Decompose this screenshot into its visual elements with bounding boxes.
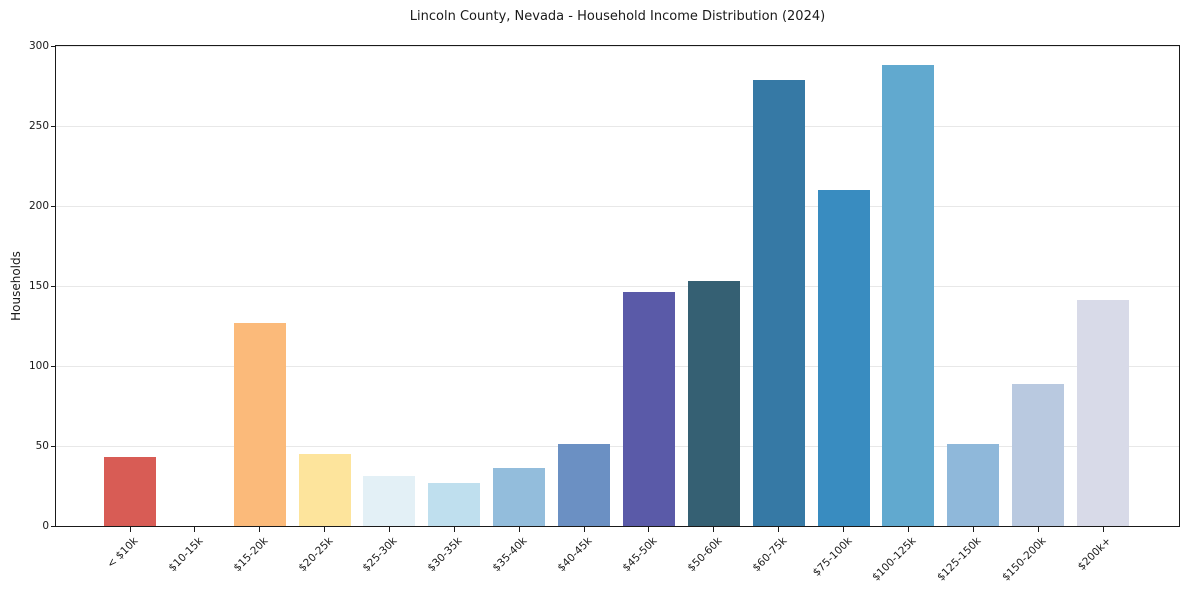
gridline-150: [56, 285, 1179, 287]
y-tick-label-300: 300: [28, 39, 49, 52]
chart-title: Lincoln County, Nevada - Household Incom…: [409, 9, 826, 24]
gridline-250: [56, 125, 1179, 127]
bar-50-60k: [687, 281, 740, 526]
y-tick-label-100: 100: [28, 359, 49, 372]
bar-60-75k: [752, 79, 805, 526]
bar-100-125k: [882, 65, 935, 526]
bar-40-45k: [558, 444, 611, 526]
x-tick-13: [972, 527, 974, 532]
x-tick-14: [1037, 527, 1039, 532]
x-tick-7: [583, 527, 585, 532]
x-tick-0: [129, 527, 131, 532]
bar-150-200k: [1012, 383, 1065, 526]
y-tick-150: [51, 285, 56, 287]
bar-30-35k: [428, 482, 481, 526]
x-tick-4: [388, 527, 390, 532]
bar-25-30k: [363, 476, 416, 526]
plot-area: 0 50 100 150 200 250 300 < $10k $10-15k $15-20k $2…: [29, 40, 1180, 584]
x-tick-11: [843, 527, 845, 532]
gridline-200: [56, 205, 1179, 207]
bar-35-40k: [493, 468, 546, 526]
x-tick-10: [778, 527, 780, 532]
x-tick-2: [259, 527, 261, 532]
y-tick-label-0: 0: [42, 519, 49, 532]
y-tick-label-200: 200: [28, 199, 49, 212]
x-tick-6: [518, 527, 520, 532]
x-tick-5: [453, 527, 455, 532]
y-tick-300: [51, 45, 56, 47]
bar-125-150k: [947, 444, 1000, 526]
y-tick-label-150: 150: [28, 279, 49, 292]
y-tick-100: [51, 365, 56, 367]
y-tick-200: [51, 205, 56, 207]
bar-75-100k: [817, 190, 870, 526]
x-tick-9: [713, 527, 715, 532]
x-tick-15: [1102, 527, 1104, 532]
bar-20-25k: [298, 454, 351, 526]
gridline-100: [56, 365, 1179, 367]
bar-45-50k: [622, 292, 675, 526]
y-tick-250: [51, 125, 56, 127]
bar-15-20k: [233, 322, 286, 526]
y-tick-label-250: 250: [28, 119, 49, 132]
y-tick-50: [51, 445, 56, 447]
gridline-50: [56, 445, 1179, 447]
bar-200k+: [1077, 300, 1130, 526]
y-tick-label-50: 50: [35, 439, 49, 452]
bar-10k: [104, 457, 156, 526]
x-tick-label-0: < $10k: [104, 535, 141, 571]
x-tick-8: [648, 527, 650, 532]
gridline-300: [56, 45, 1179, 47]
x-tick-1: [194, 527, 196, 532]
x-tick-12: [907, 527, 909, 532]
x-tick-3: [324, 527, 326, 532]
y-tick-0: [51, 525, 56, 527]
